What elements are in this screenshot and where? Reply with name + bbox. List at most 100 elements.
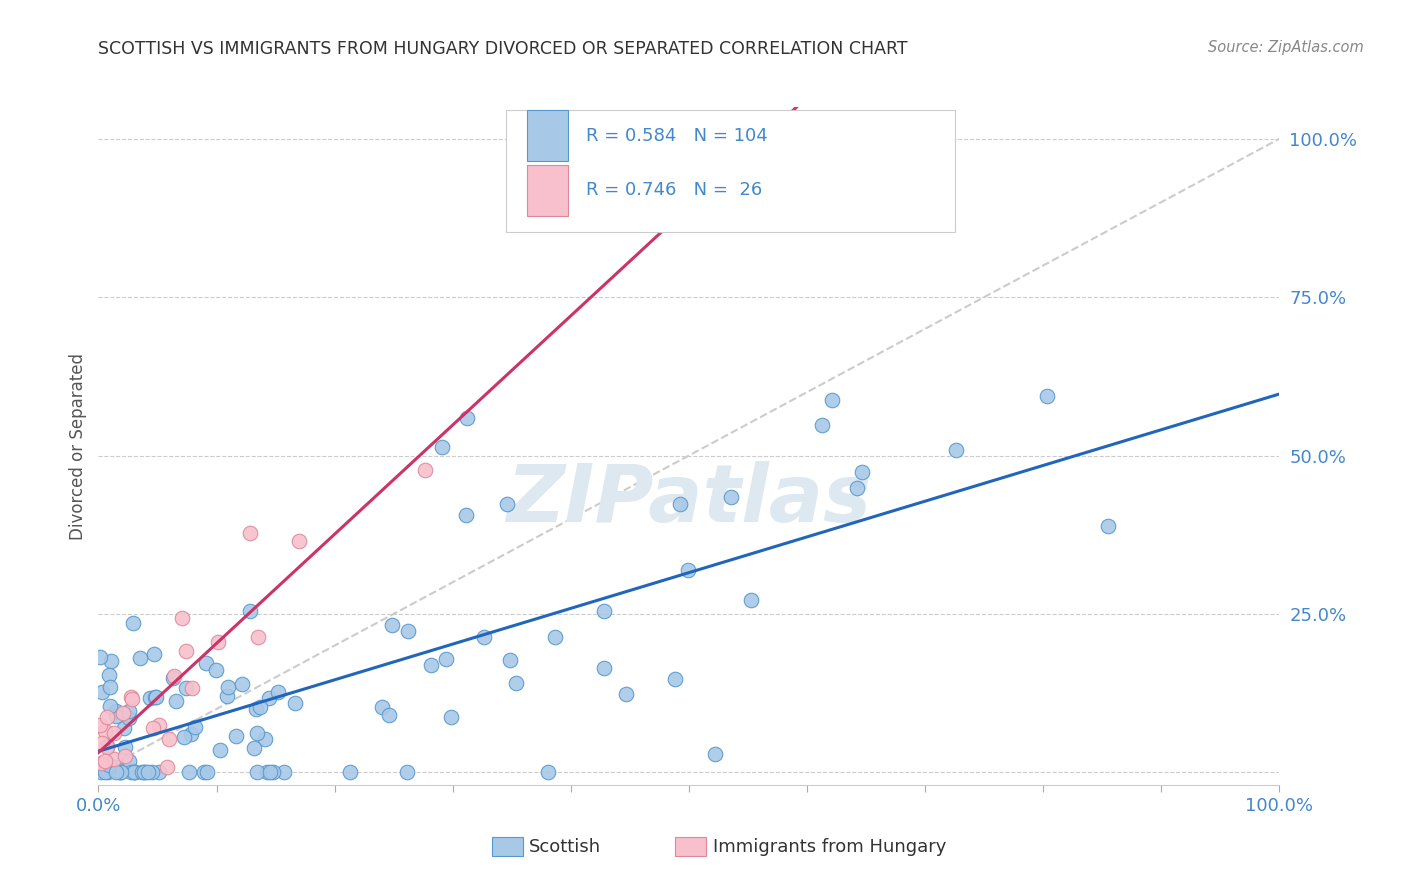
Point	[114, 748, 136, 763]
Text: ZIPatlas: ZIPatlas	[506, 461, 872, 540]
Text: R = 0.746   N =  26: R = 0.746 N = 26	[586, 181, 762, 200]
Point	[97, 761, 120, 775]
Point	[148, 765, 170, 780]
Point	[96, 739, 118, 753]
Point	[93, 765, 115, 780]
Point	[440, 710, 463, 724]
Text: Immigrants from Hungary: Immigrants from Hungary	[713, 838, 946, 855]
Text: SCOTTISH VS IMMIGRANTS FROM HUNGARY DIVORCED OR SEPARATED CORRELATION CHART: SCOTTISH VS IMMIGRANTS FROM HUNGARY DIVO…	[98, 40, 908, 58]
Point	[110, 765, 132, 780]
Point	[94, 724, 117, 739]
FancyBboxPatch shape	[506, 111, 955, 233]
FancyBboxPatch shape	[527, 165, 568, 216]
Point	[1097, 519, 1119, 533]
Point	[208, 743, 231, 757]
Point	[177, 765, 200, 780]
Point	[108, 765, 131, 780]
Point	[90, 765, 112, 780]
Point	[288, 533, 311, 548]
Point	[434, 652, 457, 666]
Point	[381, 617, 404, 632]
Point	[131, 765, 153, 780]
Point	[242, 741, 264, 756]
Point	[207, 634, 229, 648]
Point	[120, 690, 142, 705]
Point	[505, 675, 527, 690]
Point	[496, 497, 519, 511]
Point	[89, 650, 111, 665]
Point	[215, 689, 238, 703]
Point	[593, 660, 616, 674]
Point	[118, 711, 141, 725]
Point	[176, 644, 198, 658]
Point	[456, 508, 478, 522]
Point	[284, 697, 307, 711]
Point	[103, 752, 125, 766]
Point	[90, 685, 112, 699]
Point	[103, 726, 125, 740]
Point	[89, 718, 111, 732]
Point	[173, 730, 195, 744]
Point	[537, 765, 560, 780]
Text: R = 0.584   N = 104: R = 0.584 N = 104	[586, 128, 768, 145]
Point	[90, 756, 112, 770]
Point	[1036, 389, 1059, 403]
Point	[676, 563, 699, 577]
Point	[96, 740, 118, 755]
Point	[100, 654, 122, 668]
Point	[499, 653, 522, 667]
Point	[111, 706, 134, 720]
Point	[413, 463, 436, 477]
Point	[136, 765, 159, 780]
Point	[122, 765, 145, 780]
Point	[396, 765, 419, 780]
Point	[245, 701, 267, 715]
Point	[239, 604, 262, 618]
Point	[112, 721, 135, 735]
Point	[90, 736, 112, 750]
Point	[165, 694, 187, 708]
Point	[238, 525, 260, 540]
Point	[134, 765, 156, 780]
Point	[96, 710, 118, 724]
Point	[162, 672, 184, 686]
Point	[339, 765, 361, 780]
Point	[593, 604, 616, 618]
Point	[180, 681, 202, 696]
Point	[273, 765, 295, 780]
Point	[174, 681, 197, 696]
Point	[104, 765, 127, 780]
Point	[616, 687, 638, 701]
Point	[105, 709, 128, 723]
Point	[124, 765, 146, 780]
Point	[249, 699, 271, 714]
Point	[225, 729, 247, 743]
Point	[134, 765, 156, 780]
Point	[740, 593, 762, 607]
Point	[138, 690, 160, 705]
Point	[97, 765, 120, 780]
Point	[108, 765, 131, 780]
Point	[246, 765, 269, 780]
Point	[664, 673, 686, 687]
Point	[704, 747, 727, 761]
Point	[821, 392, 844, 407]
Point	[145, 690, 167, 704]
Point	[420, 658, 443, 673]
Point	[114, 739, 136, 754]
Point	[163, 669, 186, 683]
Point	[231, 677, 253, 691]
Point	[256, 765, 278, 780]
Point	[117, 704, 139, 718]
Point	[204, 663, 226, 677]
Point	[122, 615, 145, 630]
Point	[98, 668, 121, 682]
Point	[148, 718, 170, 732]
Point	[98, 699, 121, 714]
Point	[259, 765, 281, 780]
Point	[259, 690, 281, 705]
Point	[129, 651, 152, 665]
Point	[217, 680, 239, 694]
Point	[195, 656, 218, 670]
Point	[430, 440, 453, 454]
